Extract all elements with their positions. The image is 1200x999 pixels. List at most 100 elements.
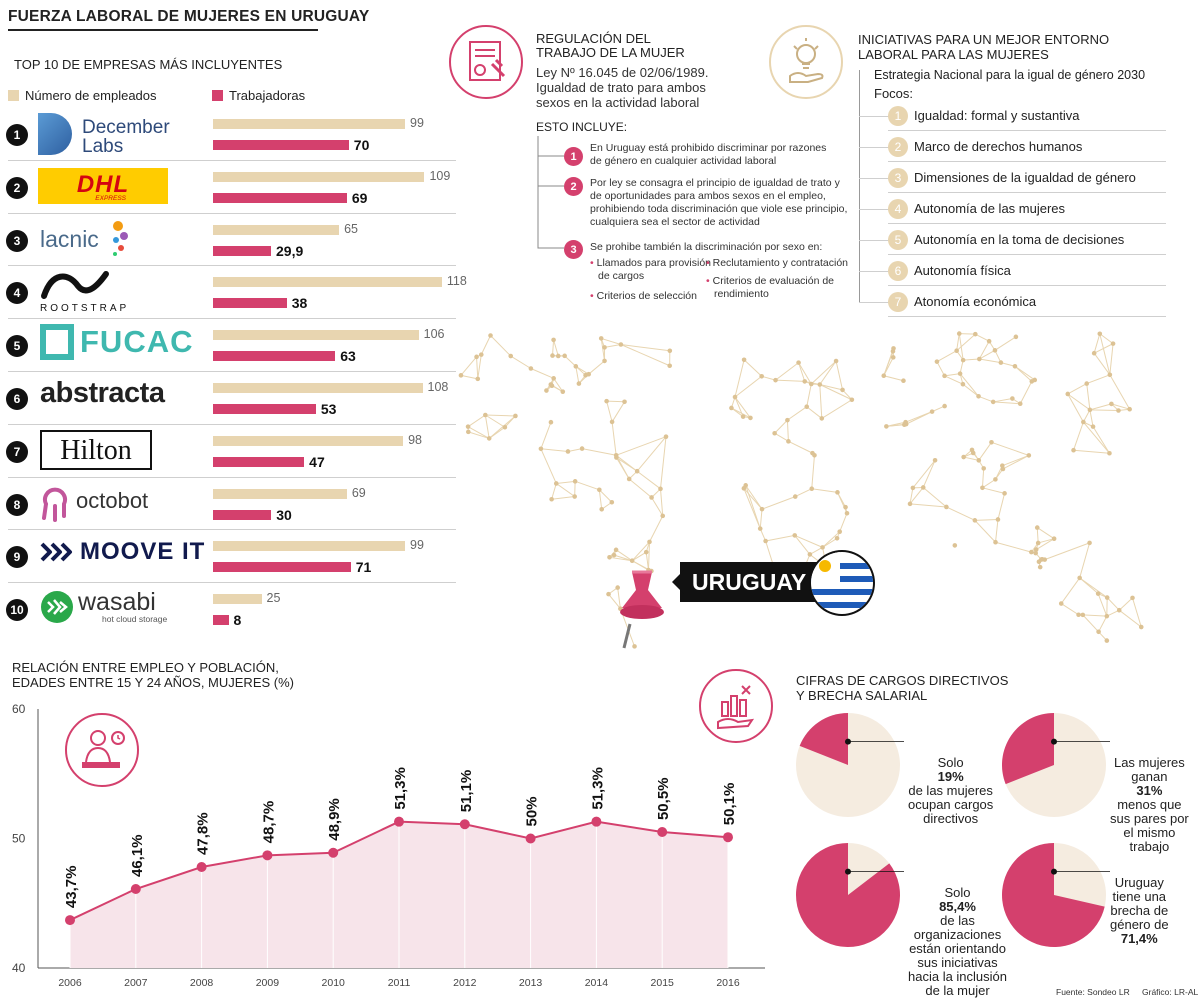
- data-label: 47,8%: [195, 812, 212, 855]
- regulation-item-1-line1: En Uruguay está prohibido discriminar po…: [590, 142, 827, 154]
- map-link: [809, 546, 823, 555]
- map-link: [839, 513, 848, 532]
- map-link: [1002, 454, 1030, 470]
- map-node: [840, 387, 845, 393]
- map-node: [602, 358, 607, 364]
- uruguay-label: URUGUAY: [680, 562, 820, 602]
- rank-badge: 5: [6, 335, 28, 358]
- legend-employees-swatch: [8, 90, 19, 101]
- map-node: [884, 424, 889, 429]
- map-link: [1132, 597, 1142, 628]
- map-link: [775, 362, 799, 381]
- map-link: [982, 487, 1005, 494]
- focus-item-label: Igualdad: formal y sustantiva: [914, 108, 1080, 123]
- x-tick-label: 2015: [651, 977, 675, 989]
- map-node: [934, 359, 940, 364]
- map-node: [1076, 612, 1081, 618]
- regulation-title-2: TRABAJO DE LA MUJER: [536, 45, 685, 60]
- map-link: [1079, 577, 1108, 598]
- map-node: [1104, 613, 1110, 619]
- pie-chart: [1002, 713, 1110, 817]
- map-link: [819, 384, 823, 419]
- regulation-sub-d-text: Criterios de selección: [596, 290, 697, 302]
- map-link: [765, 534, 795, 542]
- map-link: [922, 487, 947, 508]
- legend-employees-label: Número de empleados: [25, 88, 157, 103]
- data-point: [657, 827, 668, 838]
- map-link: [1073, 421, 1084, 451]
- focus-item-label: Autonomía en la toma de decisiones: [914, 232, 1125, 247]
- rank-badge: 7: [6, 440, 28, 463]
- map-node: [890, 355, 896, 360]
- women-bar: [213, 192, 347, 203]
- map-node: [548, 419, 554, 425]
- map-node: [817, 382, 823, 387]
- employees-value: 108: [427, 380, 449, 394]
- map-link: [819, 360, 837, 385]
- map-link: [975, 333, 990, 342]
- map-node: [488, 333, 493, 338]
- map-link: [883, 375, 904, 382]
- map-node: [819, 416, 825, 421]
- map-link: [734, 396, 751, 419]
- pie-caption: Solo 85,4% de las organizaciones están orien…: [908, 886, 1007, 998]
- map-node: [513, 413, 518, 419]
- map-node: [553, 481, 559, 486]
- map-link: [795, 488, 812, 498]
- map-node: [1087, 540, 1092, 546]
- map-node: [960, 357, 966, 363]
- map-node: [1104, 595, 1110, 600]
- focus-number: 2: [888, 137, 908, 157]
- row-separator: [8, 423, 456, 425]
- map-node: [549, 496, 554, 502]
- map-pin-icon: [620, 570, 664, 649]
- map-link: [956, 333, 960, 351]
- x-tick-label: 2012: [453, 977, 477, 989]
- map-node: [550, 353, 555, 358]
- employees-bar: [213, 594, 262, 605]
- pie-caption-line: Las mujeres: [1113, 755, 1185, 770]
- map-link: [946, 506, 976, 521]
- data-label: 50,5%: [655, 777, 672, 820]
- women-value: 63: [340, 348, 356, 365]
- map-link: [909, 487, 914, 504]
- pie-caption-line: menos que: [1117, 797, 1182, 812]
- map-link: [1106, 597, 1120, 611]
- y-tick-label: 60: [12, 702, 26, 716]
- map-link: [588, 360, 605, 375]
- map-node: [538, 446, 544, 452]
- map-link: [1044, 542, 1090, 561]
- pie-caption-line: Solo: [937, 755, 964, 770]
- december-labs-logo-mark: [38, 113, 72, 155]
- map-node: [929, 409, 935, 414]
- map-node: [786, 439, 791, 444]
- focus-connector: [859, 302, 889, 303]
- map-link: [1014, 365, 1036, 381]
- map-link: [460, 374, 478, 380]
- map-node: [647, 539, 652, 545]
- focus-number: 5: [888, 230, 908, 250]
- map-node: [961, 454, 966, 460]
- map-node: [634, 468, 640, 474]
- december-labs-logo: December Labs: [82, 118, 170, 156]
- map-link: [581, 448, 617, 456]
- map-node: [560, 389, 566, 394]
- map-link: [467, 426, 490, 439]
- map-node: [1116, 408, 1121, 413]
- map-link: [609, 556, 633, 562]
- regulation-item-2-line3: prohibiendo toda discriminación que viol…: [590, 203, 848, 215]
- women-bar: [213, 298, 287, 309]
- map-link: [540, 422, 552, 449]
- map-link: [775, 379, 805, 382]
- row-separator: [8, 582, 456, 584]
- map-link: [786, 420, 789, 442]
- focus-underline: [888, 285, 1166, 286]
- map-link: [774, 432, 789, 442]
- map-node: [1026, 453, 1032, 458]
- map-node: [1138, 624, 1144, 630]
- map-link: [1086, 383, 1091, 410]
- map-node: [597, 487, 602, 493]
- pie-caption: Uruguay tiene una brecha de género de 71,4%: [1110, 876, 1169, 946]
- map-node: [903, 419, 908, 425]
- december-labs-logo-line1: December: [82, 117, 170, 138]
